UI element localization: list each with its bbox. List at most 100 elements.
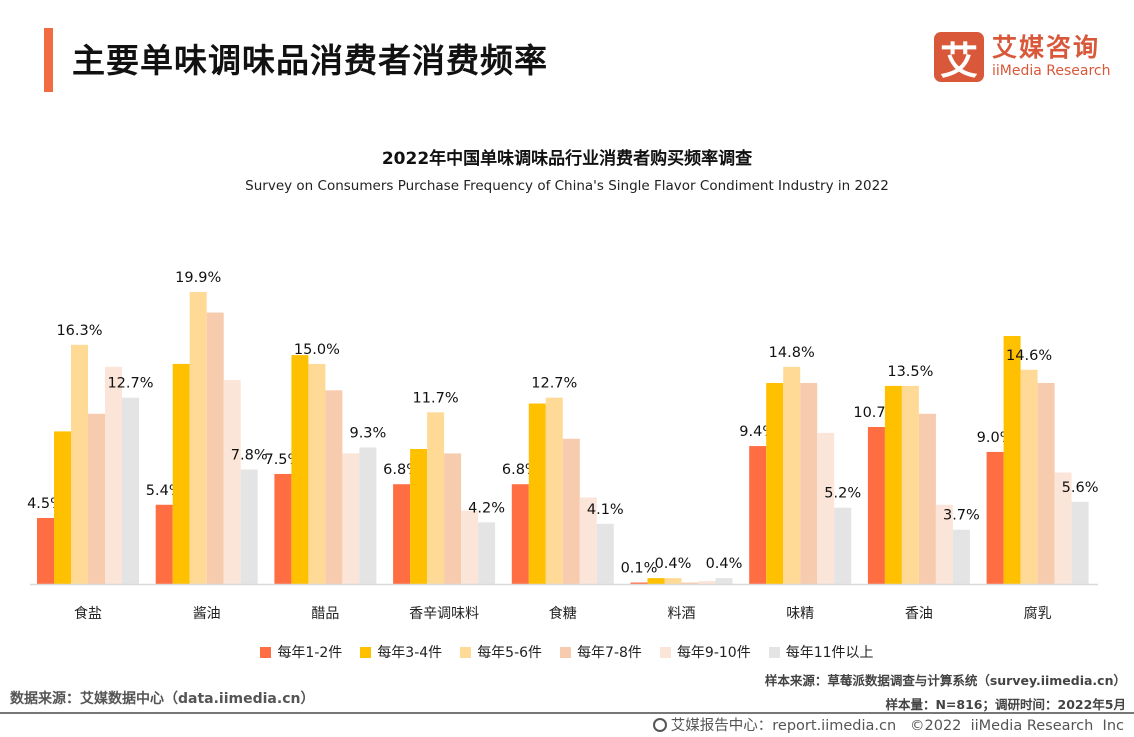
bar bbox=[172, 363, 190, 584]
bar bbox=[1003, 336, 1021, 584]
logo-en: iiMedia Research bbox=[992, 63, 1111, 79]
bar bbox=[325, 390, 343, 584]
bar bbox=[901, 385, 919, 584]
legend-item: 每年11件以上 bbox=[768, 642, 874, 662]
bar bbox=[88, 413, 105, 584]
category-label: 酱油 bbox=[193, 606, 221, 622]
legend-item: 每年3-4件 bbox=[360, 642, 442, 662]
data-label: 19.9% bbox=[175, 270, 221, 286]
legend-label: 每年1-2件 bbox=[277, 645, 343, 661]
data-label: 0.4% bbox=[706, 556, 743, 572]
sample-size: 样本量：N=816；调研时间：2022年5月 bbox=[885, 697, 1126, 712]
bar bbox=[1020, 369, 1038, 584]
bar bbox=[1071, 501, 1089, 584]
bar bbox=[647, 578, 665, 584]
bar bbox=[596, 523, 614, 584]
bar-chart: 4.5%16.3%12.7%食盐5.4%19.9%7.8%酱油7.5%15.0%… bbox=[27, 270, 1099, 622]
legend-swatch bbox=[460, 646, 472, 658]
bar bbox=[274, 473, 292, 584]
bar bbox=[579, 497, 597, 584]
legend-swatch bbox=[560, 646, 572, 658]
bar bbox=[1054, 472, 1072, 584]
bar bbox=[935, 504, 953, 584]
bar bbox=[444, 453, 462, 584]
legend: 每年1-2件 每年3-4件 每年5-6件 每年7-8件 每年9-10件 每年11件以上 bbox=[0, 642, 1134, 662]
bar bbox=[240, 469, 258, 584]
bar bbox=[342, 453, 360, 584]
bar bbox=[545, 397, 563, 584]
bar bbox=[766, 382, 784, 584]
bar bbox=[206, 312, 224, 584]
chart-subtitle: Survey on Consumers Purchase Frequency o… bbox=[245, 178, 889, 194]
bar bbox=[122, 397, 139, 584]
legend-label: 每年9-10件 bbox=[676, 645, 751, 661]
bar bbox=[71, 344, 88, 584]
category-label: 香油 bbox=[905, 606, 933, 622]
legend-swatch bbox=[768, 646, 780, 658]
bar bbox=[427, 412, 445, 584]
bar bbox=[783, 366, 801, 584]
data-label: 3.7% bbox=[943, 508, 980, 524]
bar bbox=[54, 431, 71, 584]
data-label: 7.8% bbox=[231, 448, 268, 464]
bar bbox=[698, 581, 716, 584]
category-label: 味精 bbox=[786, 606, 814, 622]
chart-title: 2022年中国单味调味品行业消费者购买频率调查 bbox=[381, 149, 753, 169]
category-label: 料酒 bbox=[668, 606, 696, 622]
bar bbox=[223, 380, 241, 584]
bar bbox=[511, 484, 529, 584]
bar bbox=[986, 451, 1004, 584]
bar bbox=[562, 438, 580, 584]
bar bbox=[528, 403, 546, 584]
data-label: 5.6% bbox=[1062, 480, 1099, 496]
data-label: 11.7% bbox=[413, 390, 459, 406]
bar bbox=[1037, 382, 1055, 584]
sample-source: 样本来源：草莓派数据调查与计算系统（survey.iimedia.cn） bbox=[764, 673, 1126, 688]
category-label: 腐乳 bbox=[1024, 605, 1052, 622]
bar bbox=[308, 363, 326, 584]
bar bbox=[664, 578, 682, 584]
bar bbox=[749, 446, 767, 584]
data-label: 9.3% bbox=[349, 426, 386, 442]
bar bbox=[37, 517, 54, 584]
data-label: 0.1% bbox=[621, 561, 658, 577]
bar bbox=[630, 582, 648, 584]
data-label: 14.6% bbox=[1006, 348, 1052, 364]
bar bbox=[867, 426, 885, 584]
legend-swatch bbox=[260, 646, 272, 658]
footer-divider bbox=[0, 712, 1134, 714]
logo-cn: 艾媒咨询 bbox=[992, 33, 1101, 62]
legend-swatch bbox=[659, 646, 671, 658]
bar bbox=[478, 522, 496, 584]
bar bbox=[461, 510, 479, 584]
iimedia-logo: 艾 艾媒咨询 iiMedia Research bbox=[934, 32, 1111, 83]
bar bbox=[155, 504, 173, 584]
legend-item: 每年1-2件 bbox=[260, 642, 342, 662]
bar bbox=[291, 355, 309, 584]
logo-mark: 艾 bbox=[934, 32, 984, 83]
bar bbox=[800, 382, 818, 584]
legend-label: 每年5-6件 bbox=[477, 645, 543, 661]
bar bbox=[410, 449, 428, 584]
category-label: 食糖 bbox=[549, 605, 577, 622]
data-label: 12.7% bbox=[531, 376, 577, 392]
data-label: 16.3% bbox=[56, 323, 102, 339]
category-label: 醋品 bbox=[311, 606, 339, 622]
data-source: 数据来源：艾媒数据中心（data.iimedia.cn） bbox=[10, 691, 315, 707]
page-title: 主要单味调味品消费者消费频率 bbox=[72, 41, 548, 80]
bar bbox=[715, 578, 733, 584]
legend-label: 每年11件以上 bbox=[785, 645, 874, 661]
bar bbox=[834, 507, 852, 584]
globe-icon bbox=[652, 717, 667, 732]
title-accent-bar bbox=[44, 28, 53, 92]
legend-label: 每年7-8件 bbox=[577, 645, 642, 661]
legend-item: 每年9-10件 bbox=[659, 642, 751, 662]
data-label: 4.2% bbox=[468, 500, 505, 516]
data-label: 14.8% bbox=[769, 345, 815, 361]
bar bbox=[952, 529, 970, 584]
footer: 艾媒报告中心：report.iimedia.cn ©2022 iiMedia R… bbox=[652, 714, 1124, 735]
data-label: 15.0% bbox=[294, 342, 340, 358]
data-label: 5.2% bbox=[824, 486, 861, 502]
data-label: 4.1% bbox=[587, 502, 624, 518]
